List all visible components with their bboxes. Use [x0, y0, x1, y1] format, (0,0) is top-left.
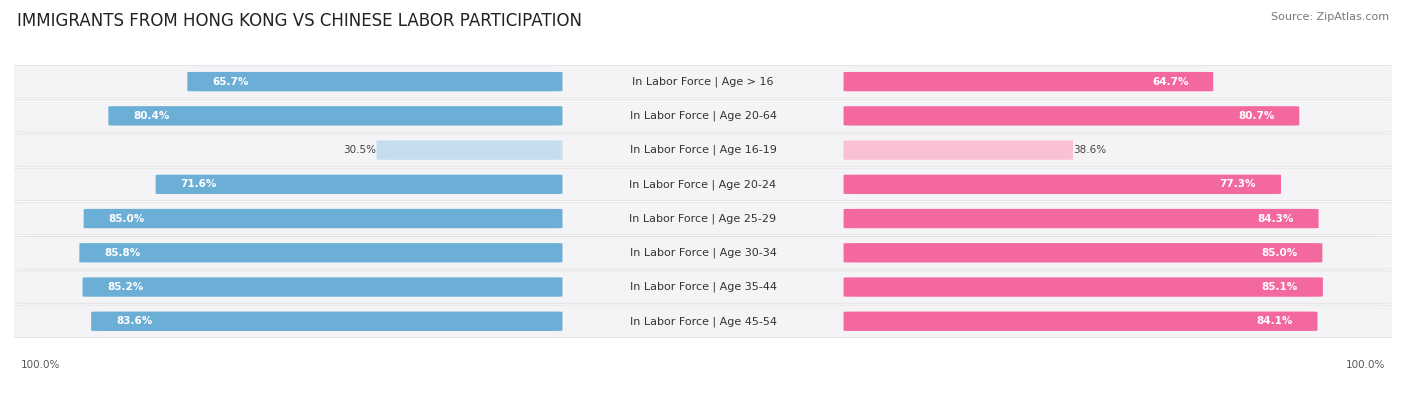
Text: 100.0%: 100.0%	[1346, 359, 1385, 370]
FancyBboxPatch shape	[10, 100, 1396, 132]
Text: Source: ZipAtlas.com: Source: ZipAtlas.com	[1271, 12, 1389, 22]
FancyBboxPatch shape	[844, 72, 1213, 91]
Text: 83.6%: 83.6%	[115, 316, 152, 326]
Text: In Labor Force | Age 35-44: In Labor Force | Age 35-44	[630, 282, 776, 292]
Text: 30.5%: 30.5%	[343, 145, 377, 155]
Text: 84.1%: 84.1%	[1257, 316, 1292, 326]
Text: 71.6%: 71.6%	[180, 179, 217, 189]
FancyBboxPatch shape	[10, 237, 1396, 269]
Text: 85.8%: 85.8%	[104, 248, 141, 258]
FancyBboxPatch shape	[83, 277, 562, 297]
Text: 85.2%: 85.2%	[107, 282, 143, 292]
FancyBboxPatch shape	[10, 202, 1396, 235]
FancyBboxPatch shape	[156, 175, 562, 194]
FancyBboxPatch shape	[187, 72, 562, 91]
Text: 77.3%: 77.3%	[1219, 179, 1256, 189]
Text: 84.3%: 84.3%	[1257, 214, 1294, 224]
Text: 85.0%: 85.0%	[108, 214, 145, 224]
Text: In Labor Force | Age 16-19: In Labor Force | Age 16-19	[630, 145, 776, 155]
FancyBboxPatch shape	[844, 312, 1317, 331]
FancyBboxPatch shape	[10, 168, 1396, 201]
Text: 100.0%: 100.0%	[21, 359, 60, 370]
FancyBboxPatch shape	[91, 312, 562, 331]
FancyBboxPatch shape	[10, 271, 1396, 303]
Text: 85.0%: 85.0%	[1261, 248, 1298, 258]
FancyBboxPatch shape	[844, 243, 1323, 263]
Text: In Labor Force | Age 45-54: In Labor Force | Age 45-54	[630, 316, 776, 327]
FancyBboxPatch shape	[108, 106, 562, 126]
Text: In Labor Force | Age 20-24: In Labor Force | Age 20-24	[630, 179, 776, 190]
FancyBboxPatch shape	[10, 305, 1396, 337]
Text: IMMIGRANTS FROM HONG KONG VS CHINESE LABOR PARTICIPATION: IMMIGRANTS FROM HONG KONG VS CHINESE LAB…	[17, 12, 582, 30]
Text: 80.7%: 80.7%	[1239, 111, 1274, 121]
FancyBboxPatch shape	[79, 243, 562, 263]
FancyBboxPatch shape	[844, 277, 1323, 297]
Text: 38.6%: 38.6%	[1073, 145, 1107, 155]
Text: 85.1%: 85.1%	[1261, 282, 1298, 292]
Text: In Labor Force | Age 30-34: In Labor Force | Age 30-34	[630, 248, 776, 258]
Text: In Labor Force | Age 25-29: In Labor Force | Age 25-29	[630, 213, 776, 224]
Text: 80.4%: 80.4%	[134, 111, 170, 121]
Text: In Labor Force | Age 20-64: In Labor Force | Age 20-64	[630, 111, 776, 121]
FancyBboxPatch shape	[844, 106, 1299, 126]
Text: 65.7%: 65.7%	[212, 77, 249, 87]
FancyBboxPatch shape	[377, 140, 562, 160]
FancyBboxPatch shape	[10, 134, 1396, 166]
FancyBboxPatch shape	[83, 209, 562, 228]
FancyBboxPatch shape	[10, 65, 1396, 98]
FancyBboxPatch shape	[844, 140, 1073, 160]
FancyBboxPatch shape	[844, 209, 1319, 228]
FancyBboxPatch shape	[844, 175, 1281, 194]
Text: In Labor Force | Age > 16: In Labor Force | Age > 16	[633, 76, 773, 87]
Text: 64.7%: 64.7%	[1152, 77, 1188, 87]
